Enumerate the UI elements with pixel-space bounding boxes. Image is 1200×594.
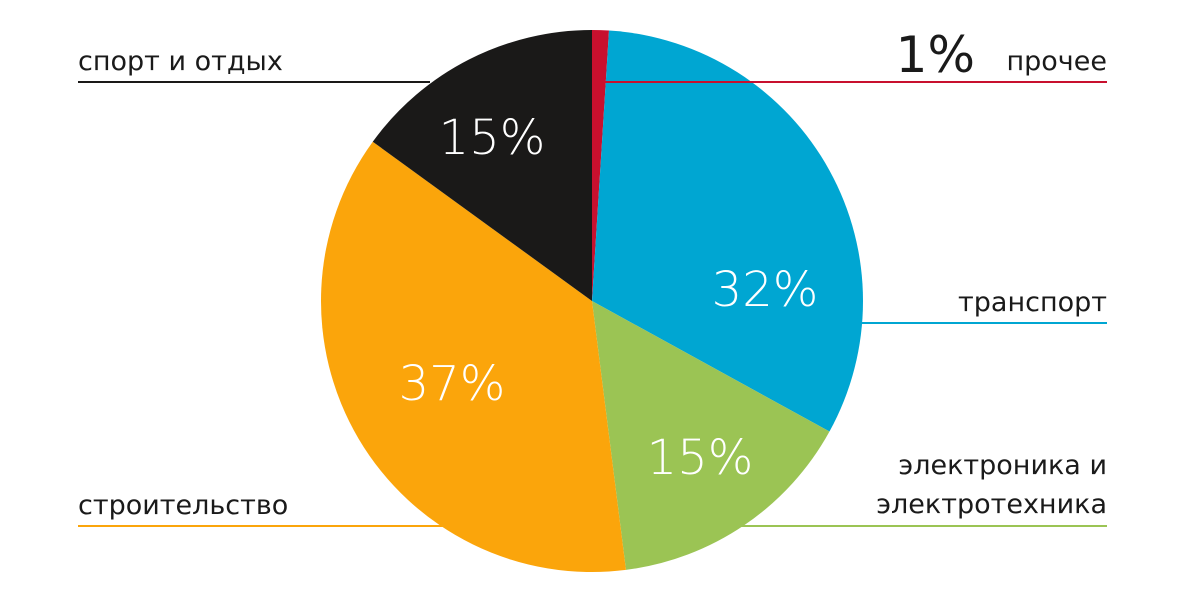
pie-slice-sport [372,30,592,301]
category-label-sport: спорт и отдых [78,46,283,77]
pie-slice-construction [321,141,626,572]
category-label-other: прочее [1007,46,1108,77]
slice-value-labels: 32% 15% 37% 15% [399,110,819,486]
category-label-construction: строительство [78,490,288,521]
slice-value-label-sport: 15% [439,110,546,166]
pie-slice-other [592,30,610,301]
category-labels: 1% прочее спорт и отдых транспорт электр… [78,26,1107,521]
slice-value-label-transport: 32% [712,262,819,318]
category-label-electronics-line1: электроника и [898,450,1107,481]
leader-lines [78,81,1107,527]
category-label-electronics-line2: электротехника [876,489,1107,520]
pie-slice-electronics [592,301,830,570]
pie-slice-transport [592,30,863,432]
slice-value-label-electronics: 15% [647,430,754,486]
slice-value-label-construction: 37% [399,356,506,412]
pie-slices [321,30,863,572]
category-label-transport: транспорт [958,287,1107,318]
other-value-label: 1% [896,26,975,84]
